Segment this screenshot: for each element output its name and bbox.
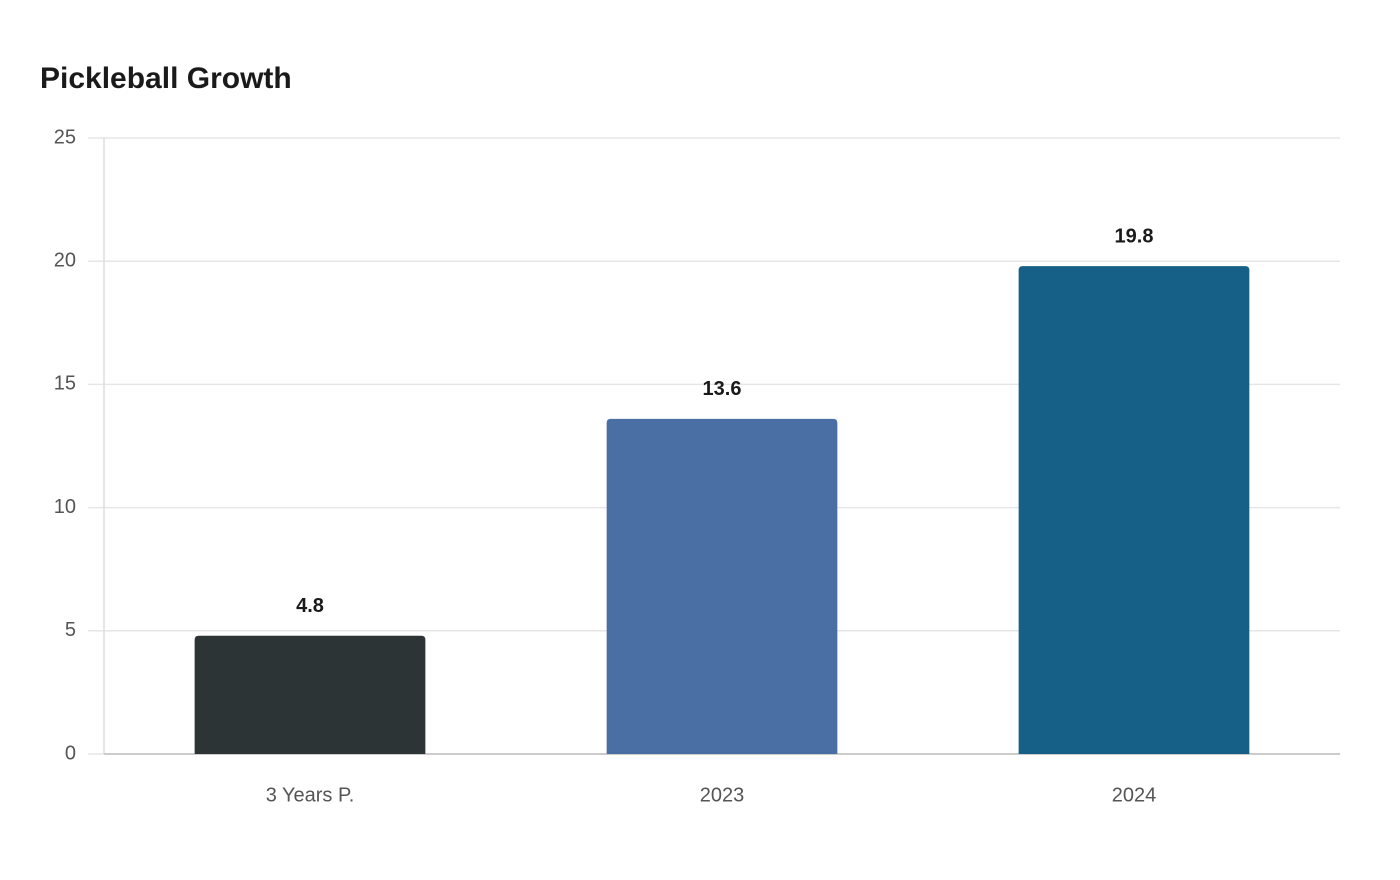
y-tick-label: 0 [65,742,76,764]
x-tick-label: 2023 [700,784,745,806]
y-tick-label: 20 [54,249,76,271]
y-tick-label: 10 [54,496,76,518]
value-label: 19.8 [1115,225,1154,247]
y-tick-label: 15 [54,373,76,395]
x-tick-label: 2024 [1112,784,1157,806]
value-label: 4.8 [296,595,324,617]
value-label: 13.6 [703,378,742,400]
bar [194,635,426,754]
y-tick-label: 5 [65,619,76,641]
bar [1018,266,1250,754]
chart-title: Pickleball Growth [40,62,292,95]
x-tick-label: 3 Years P. [266,784,355,806]
bar [606,418,838,754]
y-tick-label: 25 [54,126,76,148]
